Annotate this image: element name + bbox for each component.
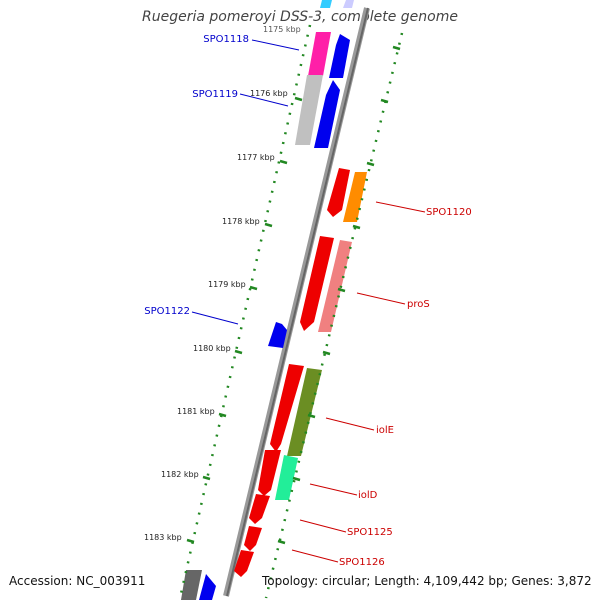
ruler-tick: [294, 96, 303, 102]
ruler-label-1179: 1179 kbp: [208, 280, 246, 289]
outer-tick: [380, 98, 389, 104]
feature-spo1118[interactable]: [308, 32, 350, 78]
ruler-tick: [249, 285, 258, 291]
reverse-leader-lines: [291, 201, 426, 563]
ruler-label-1180: 1180 kbp: [193, 344, 231, 353]
ruler-tick: [264, 222, 273, 228]
ruler-label-partial: 1175 kbp: [263, 25, 301, 34]
feature-partial-bottom: [181, 570, 216, 600]
feature-spo1120[interactable]: [327, 168, 367, 222]
topology-text: Topology: circular; Length: 4,109,442 bp…: [262, 574, 592, 588]
outer-tick: [392, 45, 401, 51]
feature-iold[interactable]: [258, 450, 298, 500]
outer-tick: [277, 539, 286, 545]
ruler-tick: [186, 538, 195, 544]
feature-iole[interactable]: [270, 364, 322, 456]
ruler-label-1181: 1181 kbp: [177, 407, 215, 416]
forward-leader-lines: [191, 39, 300, 325]
gene-label-iold[interactable]: iolD: [358, 490, 378, 501]
feature-spo1122[interactable]: [268, 322, 287, 348]
outer-ticks: [277, 45, 401, 545]
accession-text: Accession: NC_003911: [9, 574, 146, 588]
feature-spo1125[interactable]: [249, 494, 270, 524]
ruler-label-1178: 1178 kbp: [222, 217, 260, 226]
ruler-label-1183: 1183 kbp: [144, 533, 182, 542]
ruler-tick: [279, 159, 288, 165]
partial-top-feature: [320, 0, 332, 8]
gene-label-spo1122[interactable]: SPO1122: [144, 306, 190, 317]
gene-label-spo1119[interactable]: SPO1119: [192, 89, 238, 100]
gene-label-iole[interactable]: iolE: [376, 425, 394, 436]
genome-backbone-shadow: [226, 7, 369, 597]
outer-tick: [352, 224, 361, 230]
feature-spo1119[interactable]: [295, 75, 340, 148]
gene-label-pros[interactable]: proS: [407, 299, 430, 310]
ruler-tick: [202, 475, 211, 481]
gene-label-spo1126[interactable]: SPO1126: [339, 557, 385, 568]
gene-label-spo1120[interactable]: SPO1120: [426, 207, 472, 218]
ruler-label-1176: 1176 kbp: [250, 89, 288, 98]
ruler-tick: [234, 349, 243, 355]
ruler-label-1182: 1182 kbp: [161, 470, 199, 479]
partial-top-feature-cog: [343, 0, 354, 8]
gene-label-spo1125[interactable]: SPO1125: [347, 527, 393, 538]
feature-spo1126[interactable]: [234, 526, 262, 577]
ruler-label-1177: 1177 kbp: [237, 153, 275, 162]
ruler-tick: [218, 412, 227, 418]
outer-dotted-track: [264, 32, 404, 599]
outer-tick: [292, 476, 301, 482]
feature-pros[interactable]: [300, 236, 352, 332]
ruler-ticks: [186, 96, 303, 544]
outer-tick: [307, 413, 316, 419]
gene-label-spo1118[interactable]: SPO1118: [203, 34, 249, 45]
outer-tick: [322, 350, 331, 356]
map-title: Ruegeria pomeroyi DSS-3, complete genome: [142, 9, 458, 25]
outer-tick: [366, 161, 375, 167]
outer-tick: [337, 287, 346, 293]
